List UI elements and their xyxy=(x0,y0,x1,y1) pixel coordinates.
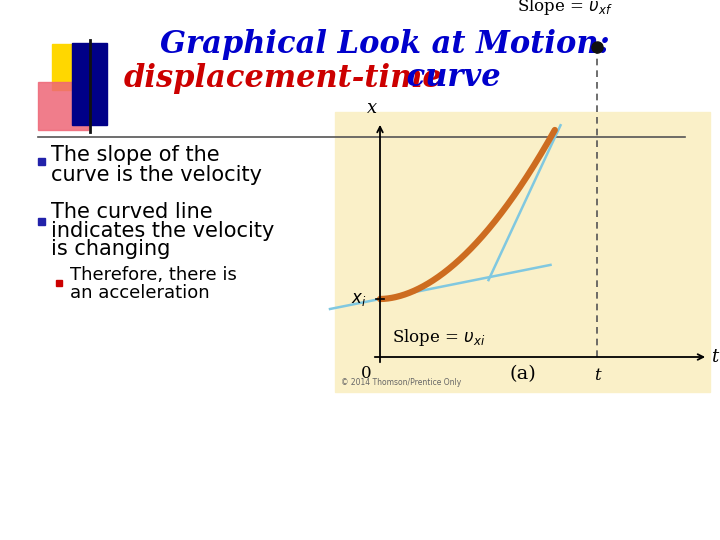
Text: t: t xyxy=(711,348,719,366)
Bar xyxy=(52,44,100,90)
Bar xyxy=(56,280,62,286)
Bar xyxy=(72,43,107,125)
Text: curve: curve xyxy=(396,63,500,93)
Text: (a): (a) xyxy=(509,365,536,383)
Text: The slope of the: The slope of the xyxy=(51,145,220,165)
Text: The curved line: The curved line xyxy=(51,202,212,222)
Bar xyxy=(38,82,88,130)
Text: © 2014 Thomson/Prentice Only: © 2014 Thomson/Prentice Only xyxy=(341,378,462,387)
Text: Graphical Look at Motion:: Graphical Look at Motion: xyxy=(160,30,610,60)
Text: Therefore, there is: Therefore, there is xyxy=(70,266,237,284)
Text: Slope = $\upsilon_{xi}$: Slope = $\upsilon_{xi}$ xyxy=(392,327,485,348)
Text: 0: 0 xyxy=(361,365,372,382)
Text: curve is the velocity: curve is the velocity xyxy=(51,165,262,185)
Text: Slope = $\upsilon_{xf}$: Slope = $\upsilon_{xf}$ xyxy=(517,0,613,17)
Text: indicates the velocity: indicates the velocity xyxy=(51,221,274,241)
Text: is changing: is changing xyxy=(51,239,171,259)
Text: $x_i$: $x_i$ xyxy=(351,291,366,307)
Bar xyxy=(335,112,710,392)
Text: t: t xyxy=(594,367,600,384)
Text: x: x xyxy=(367,99,377,117)
Bar xyxy=(38,218,45,225)
Text: displacement-time: displacement-time xyxy=(124,63,442,93)
Bar xyxy=(38,158,45,165)
Text: an acceleration: an acceleration xyxy=(70,284,210,302)
